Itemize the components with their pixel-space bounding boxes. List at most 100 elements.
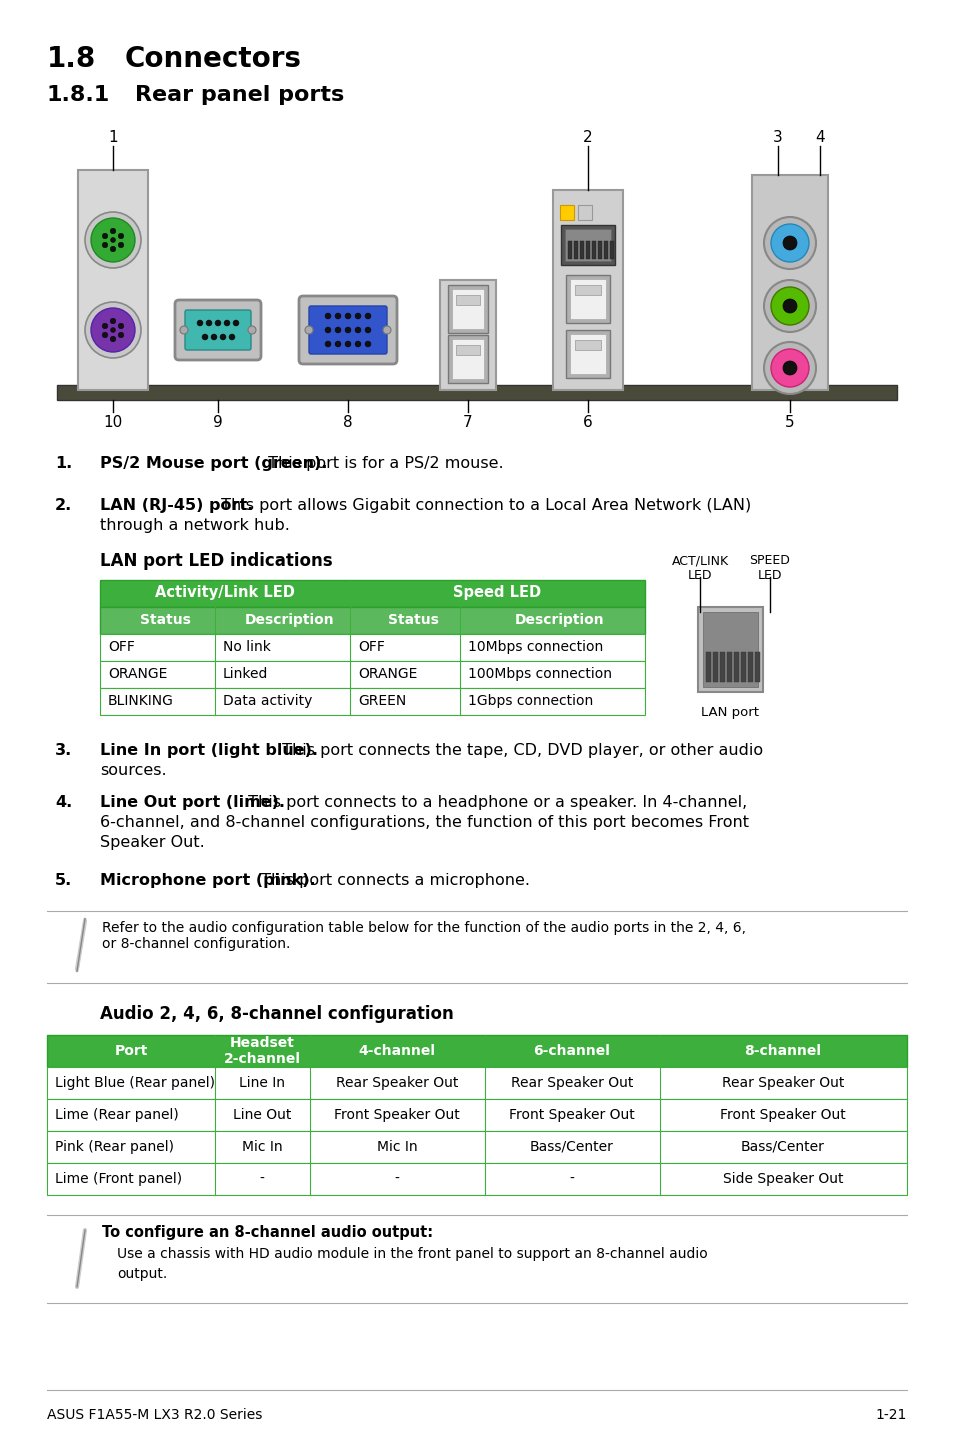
- Text: GREEN: GREEN: [357, 695, 406, 707]
- Bar: [567, 241, 572, 259]
- Circle shape: [345, 314, 351, 319]
- Text: 3.: 3.: [55, 743, 72, 758]
- Circle shape: [111, 318, 115, 324]
- Text: BLINKING: BLINKING: [108, 695, 173, 707]
- Bar: [47, 1098, 906, 1131]
- Text: Headset
2-channel: Headset 2-channel: [223, 1035, 300, 1065]
- Text: -: -: [259, 1171, 264, 1186]
- Text: Light Blue (Rear panel): Light Blue (Rear panel): [55, 1075, 214, 1090]
- Circle shape: [220, 334, 226, 339]
- Text: 1.: 1.: [55, 455, 72, 471]
- Bar: [565, 275, 609, 324]
- Bar: [579, 241, 583, 259]
- Circle shape: [335, 314, 340, 319]
- Bar: [559, 205, 574, 221]
- Text: output.: output.: [117, 1267, 167, 1282]
- Circle shape: [118, 233, 124, 239]
- Text: LAN (RJ-45) port.: LAN (RJ-45) port.: [100, 498, 253, 513]
- Text: 4-channel: 4-channel: [358, 1044, 435, 1058]
- Circle shape: [325, 314, 331, 319]
- Text: Bass/Center: Bass/Center: [530, 1140, 614, 1154]
- Circle shape: [355, 314, 360, 319]
- Text: ASUS F1A55-M LX3 R2.0 Series: ASUS F1A55-M LX3 R2.0 Series: [47, 1408, 262, 1422]
- Text: Data activity: Data activity: [223, 695, 312, 707]
- Text: To configure an 8-channel audio output:: To configure an 8-channel audio output:: [102, 1224, 433, 1240]
- Bar: [569, 279, 605, 319]
- Bar: [598, 241, 601, 259]
- Circle shape: [118, 324, 124, 329]
- Bar: [452, 289, 483, 329]
- Bar: [100, 662, 644, 687]
- Circle shape: [770, 349, 808, 387]
- Circle shape: [325, 326, 331, 334]
- Text: 2.: 2.: [55, 498, 72, 513]
- Text: sources.: sources.: [100, 763, 167, 778]
- Bar: [585, 241, 589, 259]
- Text: 3: 3: [772, 130, 782, 145]
- Circle shape: [196, 319, 203, 326]
- Text: Speed LED: Speed LED: [453, 586, 540, 600]
- Circle shape: [248, 326, 255, 334]
- Circle shape: [782, 299, 796, 314]
- Text: ORANGE: ORANGE: [108, 667, 167, 682]
- Circle shape: [102, 324, 108, 329]
- Circle shape: [365, 341, 371, 347]
- FancyBboxPatch shape: [309, 306, 387, 354]
- Circle shape: [211, 334, 216, 339]
- Bar: [747, 652, 752, 682]
- Circle shape: [355, 326, 360, 334]
- Bar: [592, 241, 596, 259]
- Text: Front Speaker Out: Front Speaker Out: [720, 1108, 845, 1123]
- Text: Activity/Link LED: Activity/Link LED: [155, 586, 294, 600]
- Circle shape: [229, 334, 234, 339]
- Text: SPEED
LED: SPEED LED: [749, 554, 790, 581]
- Text: Rear Speaker Out: Rear Speaker Out: [721, 1075, 843, 1090]
- Text: 10Mbps connection: 10Mbps connection: [468, 640, 602, 654]
- Bar: [720, 652, 724, 682]
- Text: This port connects the tape, CD, DVD player, or other audio: This port connects the tape, CD, DVD pla…: [276, 743, 762, 758]
- Text: PS/2 Mouse port (green).: PS/2 Mouse port (green).: [100, 455, 327, 471]
- Text: Side Speaker Out: Side Speaker Out: [722, 1171, 842, 1186]
- Text: Lime (Front panel): Lime (Front panel): [55, 1171, 182, 1186]
- Text: 1: 1: [108, 130, 117, 145]
- Text: 1.8: 1.8: [47, 44, 96, 73]
- Bar: [754, 652, 760, 682]
- Text: Mic In: Mic In: [241, 1140, 282, 1154]
- Bar: [705, 652, 710, 682]
- Text: 4.: 4.: [55, 795, 72, 811]
- Bar: [603, 241, 607, 259]
- Text: 4: 4: [814, 130, 824, 145]
- Circle shape: [111, 326, 115, 332]
- Text: 2: 2: [582, 130, 592, 145]
- Text: 5: 5: [784, 415, 794, 430]
- Circle shape: [206, 319, 212, 326]
- Circle shape: [85, 212, 141, 268]
- Bar: [740, 652, 745, 682]
- Text: LAN port: LAN port: [700, 706, 759, 719]
- Text: 10: 10: [103, 415, 123, 430]
- Bar: [698, 607, 762, 692]
- Text: Front Speaker Out: Front Speaker Out: [334, 1108, 459, 1123]
- Text: This port is for a PS/2 mouse.: This port is for a PS/2 mouse.: [263, 455, 503, 471]
- Text: 6-channel, and 8-channel configurations, the function of this port becomes Front: 6-channel, and 8-channel configurations,…: [100, 815, 748, 831]
- Bar: [100, 607, 644, 634]
- Text: 8: 8: [343, 415, 353, 430]
- Circle shape: [118, 242, 124, 248]
- Text: Description: Description: [245, 613, 335, 627]
- Bar: [733, 652, 739, 682]
- Bar: [574, 241, 578, 259]
- Circle shape: [365, 314, 371, 319]
- Bar: [726, 652, 731, 682]
- Text: Lime (Rear panel): Lime (Rear panel): [55, 1108, 178, 1123]
- Text: Rear Speaker Out: Rear Speaker Out: [510, 1075, 633, 1090]
- Bar: [456, 295, 479, 305]
- Bar: [751, 175, 827, 390]
- Bar: [609, 241, 614, 259]
- Text: -: -: [569, 1171, 574, 1186]
- Bar: [452, 339, 483, 379]
- Text: No link: No link: [223, 640, 271, 654]
- Circle shape: [763, 342, 815, 394]
- Text: Use a chassis with HD audio module in the front panel to support an 8-channel au: Use a chassis with HD audio module in th…: [117, 1247, 707, 1262]
- Bar: [564, 229, 610, 261]
- Text: This port connects a microphone.: This port connects a microphone.: [256, 874, 530, 888]
